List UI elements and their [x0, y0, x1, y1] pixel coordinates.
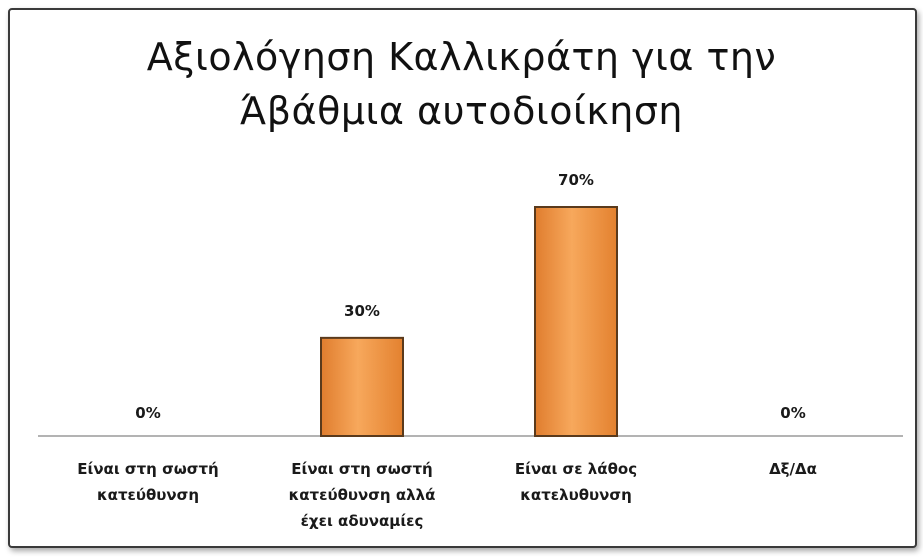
bar-3: [534, 206, 618, 437]
category-label-line: Είναι στη σωστή: [77, 460, 219, 478]
category-label-3: Είναι σε λάθος κατελυθυνση: [476, 456, 676, 508]
category-label-line: έχει αδυναμίες: [300, 512, 424, 530]
chart-frame: [8, 8, 917, 548]
category-label-4: Δξ/Δα: [693, 456, 893, 482]
category-label-2: Είναι στη σωστή κατεύθυνση αλλά έχει αδυνα…: [262, 456, 462, 534]
value-label-1: 0%: [135, 404, 160, 422]
category-label-line: κατεύθυνση: [96, 486, 200, 504]
value-labels-group: 0% 30% 70% 0%: [135, 171, 805, 422]
category-label-line: κατεύθυνση αλλά: [288, 486, 436, 504]
value-label-3: 70%: [558, 171, 594, 189]
category-label-line: κατελυθυνση: [520, 486, 632, 504]
value-label-4: 0%: [780, 404, 805, 422]
category-label-line: Είναι σε λάθος: [514, 460, 638, 478]
category-label-line: Δξ/Δα: [769, 460, 817, 478]
chart-title: Αξιολόγηση Καλλικράτη για την Άβάθμια αυ…: [0, 30, 923, 138]
bars-group: [320, 206, 618, 438]
chart-title-line-2: Άβάθμια αυτοδιοίκηση: [239, 89, 684, 133]
chart-title-line-1: Αξιολόγηση Καλλικράτη για την: [146, 35, 777, 79]
value-label-2: 30%: [344, 302, 380, 320]
bar-2: [320, 336, 404, 438]
category-label-line: Είναι στη σωστή: [291, 460, 433, 478]
category-label-1: Είναι στη σωστή κατεύθυνση: [48, 456, 248, 508]
